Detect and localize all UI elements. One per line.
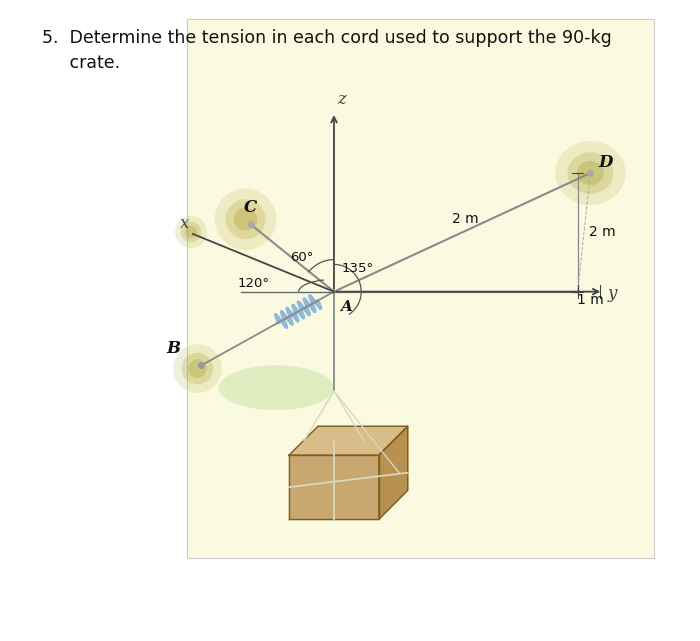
Ellipse shape	[181, 222, 202, 242]
Ellipse shape	[181, 353, 214, 385]
Text: D: D	[598, 154, 612, 171]
Text: 5.  Determine the tension in each cord used to support the 90-kg: 5. Determine the tension in each cord us…	[42, 29, 612, 47]
Ellipse shape	[577, 161, 604, 185]
Text: 2 m: 2 m	[452, 212, 479, 226]
Ellipse shape	[185, 226, 197, 238]
Text: 60°: 60°	[290, 251, 314, 264]
Text: z: z	[337, 91, 346, 108]
Ellipse shape	[225, 199, 265, 239]
Polygon shape	[289, 426, 407, 455]
Ellipse shape	[215, 188, 276, 250]
Text: C: C	[244, 199, 258, 215]
Ellipse shape	[568, 153, 613, 194]
Bar	[186, 19, 654, 558]
Text: 120°: 120°	[238, 277, 270, 290]
Text: 135°: 135°	[342, 262, 374, 276]
Ellipse shape	[234, 208, 257, 231]
Ellipse shape	[175, 216, 207, 248]
Polygon shape	[289, 455, 379, 519]
Text: A: A	[340, 300, 352, 314]
Ellipse shape	[188, 360, 206, 378]
Text: 1 m: 1 m	[577, 294, 603, 308]
Text: y: y	[608, 285, 617, 302]
Text: B: B	[166, 340, 180, 356]
Text: x: x	[180, 215, 190, 231]
Polygon shape	[379, 426, 407, 519]
Ellipse shape	[218, 365, 334, 410]
Ellipse shape	[555, 141, 626, 205]
Text: crate.: crate.	[42, 54, 120, 72]
Ellipse shape	[173, 344, 222, 393]
Text: 2 m: 2 m	[589, 226, 616, 239]
